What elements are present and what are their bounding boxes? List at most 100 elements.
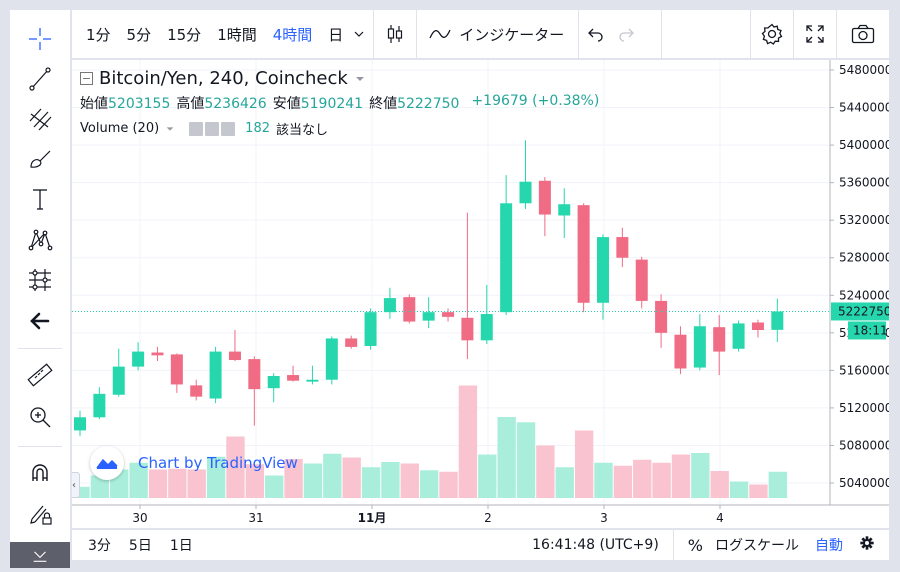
redo-icon <box>619 28 635 42</box>
candle-body <box>422 312 435 321</box>
prediction-icon[interactable] <box>10 260 70 298</box>
candle-body <box>287 375 300 381</box>
undo-icon <box>588 28 603 42</box>
range-3m[interactable]: 3分 <box>88 538 111 554</box>
arrow-left-icon[interactable] <box>10 302 70 340</box>
trend-line-icon[interactable] <box>10 60 70 98</box>
candle-body <box>596 237 609 303</box>
chart-type-button[interactable] <box>374 10 416 58</box>
countdown-label: 18:11 <box>853 323 888 337</box>
zoom-in-icon[interactable] <box>10 398 70 436</box>
volume-bar <box>710 471 729 498</box>
candle-body <box>209 351 222 399</box>
pattern-icon[interactable] <box>10 220 70 258</box>
candle-body <box>442 312 455 317</box>
volume-bar <box>400 463 419 498</box>
candle-body <box>112 366 125 395</box>
fullscreen-button[interactable] <box>794 10 836 58</box>
candle-body <box>345 338 358 347</box>
indicators-button[interactable]: インジケーター <box>417 10 572 58</box>
chart-settings-button[interactable] <box>853 535 881 555</box>
candle-body <box>325 338 338 380</box>
symbol-title[interactable]: Bitcoin/Yen, 240, Coincheck <box>99 68 348 89</box>
candle-body <box>751 322 764 331</box>
change-value: +19679 (+0.38%) <box>471 93 600 109</box>
volume-bar <box>342 457 361 498</box>
chevron-down-icon <box>354 31 364 37</box>
volume-bar <box>594 462 613 498</box>
volume-label[interactable]: Volume (20) <box>80 121 160 136</box>
bottom-toolbar: 3分 5日 1日 16:41:48 (UTC+9) % ログスケール 自動 <box>72 530 889 560</box>
last-price-tag <box>831 302 889 321</box>
volume-bar <box>187 469 206 498</box>
volume-bar <box>226 436 245 498</box>
volume-bar <box>206 456 226 498</box>
volume-note: 該当なし <box>276 123 329 138</box>
candle-body <box>74 417 86 431</box>
volume-bar <box>768 471 788 498</box>
lock-pencil-icon[interactable] <box>10 494 70 532</box>
magnet-icon[interactable] <box>10 454 70 492</box>
volume-bar <box>458 385 478 498</box>
candles-icon <box>388 25 403 43</box>
caret-down-icon <box>355 76 364 81</box>
collapse-toolbar-button[interactable] <box>10 542 70 568</box>
visibility-icon[interactable] <box>189 121 204 136</box>
percent-toggle[interactable]: % <box>687 535 703 555</box>
redo-button[interactable] <box>611 10 643 58</box>
text-icon[interactable] <box>10 180 70 218</box>
price-chart[interactable]: 5480000 5440000 5400000 5360000 5320000 52800… <box>72 60 889 528</box>
volume-bar <box>303 463 323 498</box>
chart-legend: Bitcoin/Yen, 240, Coincheck 始値5203155 高値… <box>80 68 599 138</box>
time-tick-label: 3 <box>600 511 608 525</box>
remove-icon[interactable] <box>221 121 236 136</box>
interval-5m[interactable]: 5分 <box>126 25 152 44</box>
volume-bar <box>265 475 284 498</box>
interval-1h[interactable]: 1時間 <box>217 25 257 44</box>
candle-body <box>190 385 203 397</box>
collapse-legend-icon[interactable] <box>80 72 93 85</box>
chevron-down-icon <box>33 551 47 562</box>
candle-body <box>732 323 745 349</box>
candle-body <box>93 393 106 418</box>
volume-bar <box>613 465 633 498</box>
candle-body <box>480 314 493 341</box>
undo-button[interactable] <box>579 10 611 58</box>
volume-bar <box>148 469 168 498</box>
auto-scale-toggle[interactable]: 自動 <box>815 538 843 554</box>
interval-1d[interactable]: 日 <box>320 10 373 58</box>
candle-body <box>558 204 571 216</box>
volume-bar <box>749 484 768 498</box>
screenshot-button[interactable] <box>837 10 889 58</box>
volume-bar <box>72 486 90 498</box>
chart-pane[interactable]: 5480000 5440000 5400000 5360000 5320000 52800… <box>72 60 889 528</box>
candle-body <box>383 298 396 313</box>
indicator-wave-icon <box>429 29 451 39</box>
price-tick-label: 5240000 <box>839 288 889 302</box>
fib-retracement-icon[interactable] <box>10 100 70 138</box>
volume-bar <box>419 470 439 498</box>
settings-small-icon[interactable] <box>205 121 220 136</box>
ruler-icon[interactable] <box>10 356 70 394</box>
fullscreen-icon <box>806 25 824 43</box>
candle-body <box>267 375 280 389</box>
log-scale-toggle[interactable]: ログスケール <box>715 538 799 554</box>
interval-4h[interactable]: 4時間 <box>272 25 313 44</box>
range-1d[interactable]: 1日 <box>169 538 193 554</box>
price-tick-label: 5480000 <box>839 63 889 77</box>
volume-bar <box>671 454 691 498</box>
volume-bar <box>478 454 497 498</box>
crosshair-icon[interactable] <box>10 20 70 58</box>
collapse-panel-handle[interactable]: ‹ <box>72 472 80 498</box>
time-tick-label: 11月 <box>358 511 387 525</box>
time-tick-label: 30 <box>132 511 147 525</box>
clock-timezone[interactable]: 16:41:48 (UTC+9) <box>532 537 659 553</box>
interval-15m[interactable]: 15分 <box>167 25 202 44</box>
tradingview-watermark[interactable]: Chart by TradingView <box>90 446 298 480</box>
range-5d[interactable]: 5日 <box>128 538 152 554</box>
settings-button[interactable] <box>751 10 793 58</box>
candle-body <box>655 300 668 333</box>
interval-1m[interactable]: 1分 <box>86 25 111 44</box>
candle-body <box>674 334 687 369</box>
brush-icon[interactable] <box>10 140 70 178</box>
